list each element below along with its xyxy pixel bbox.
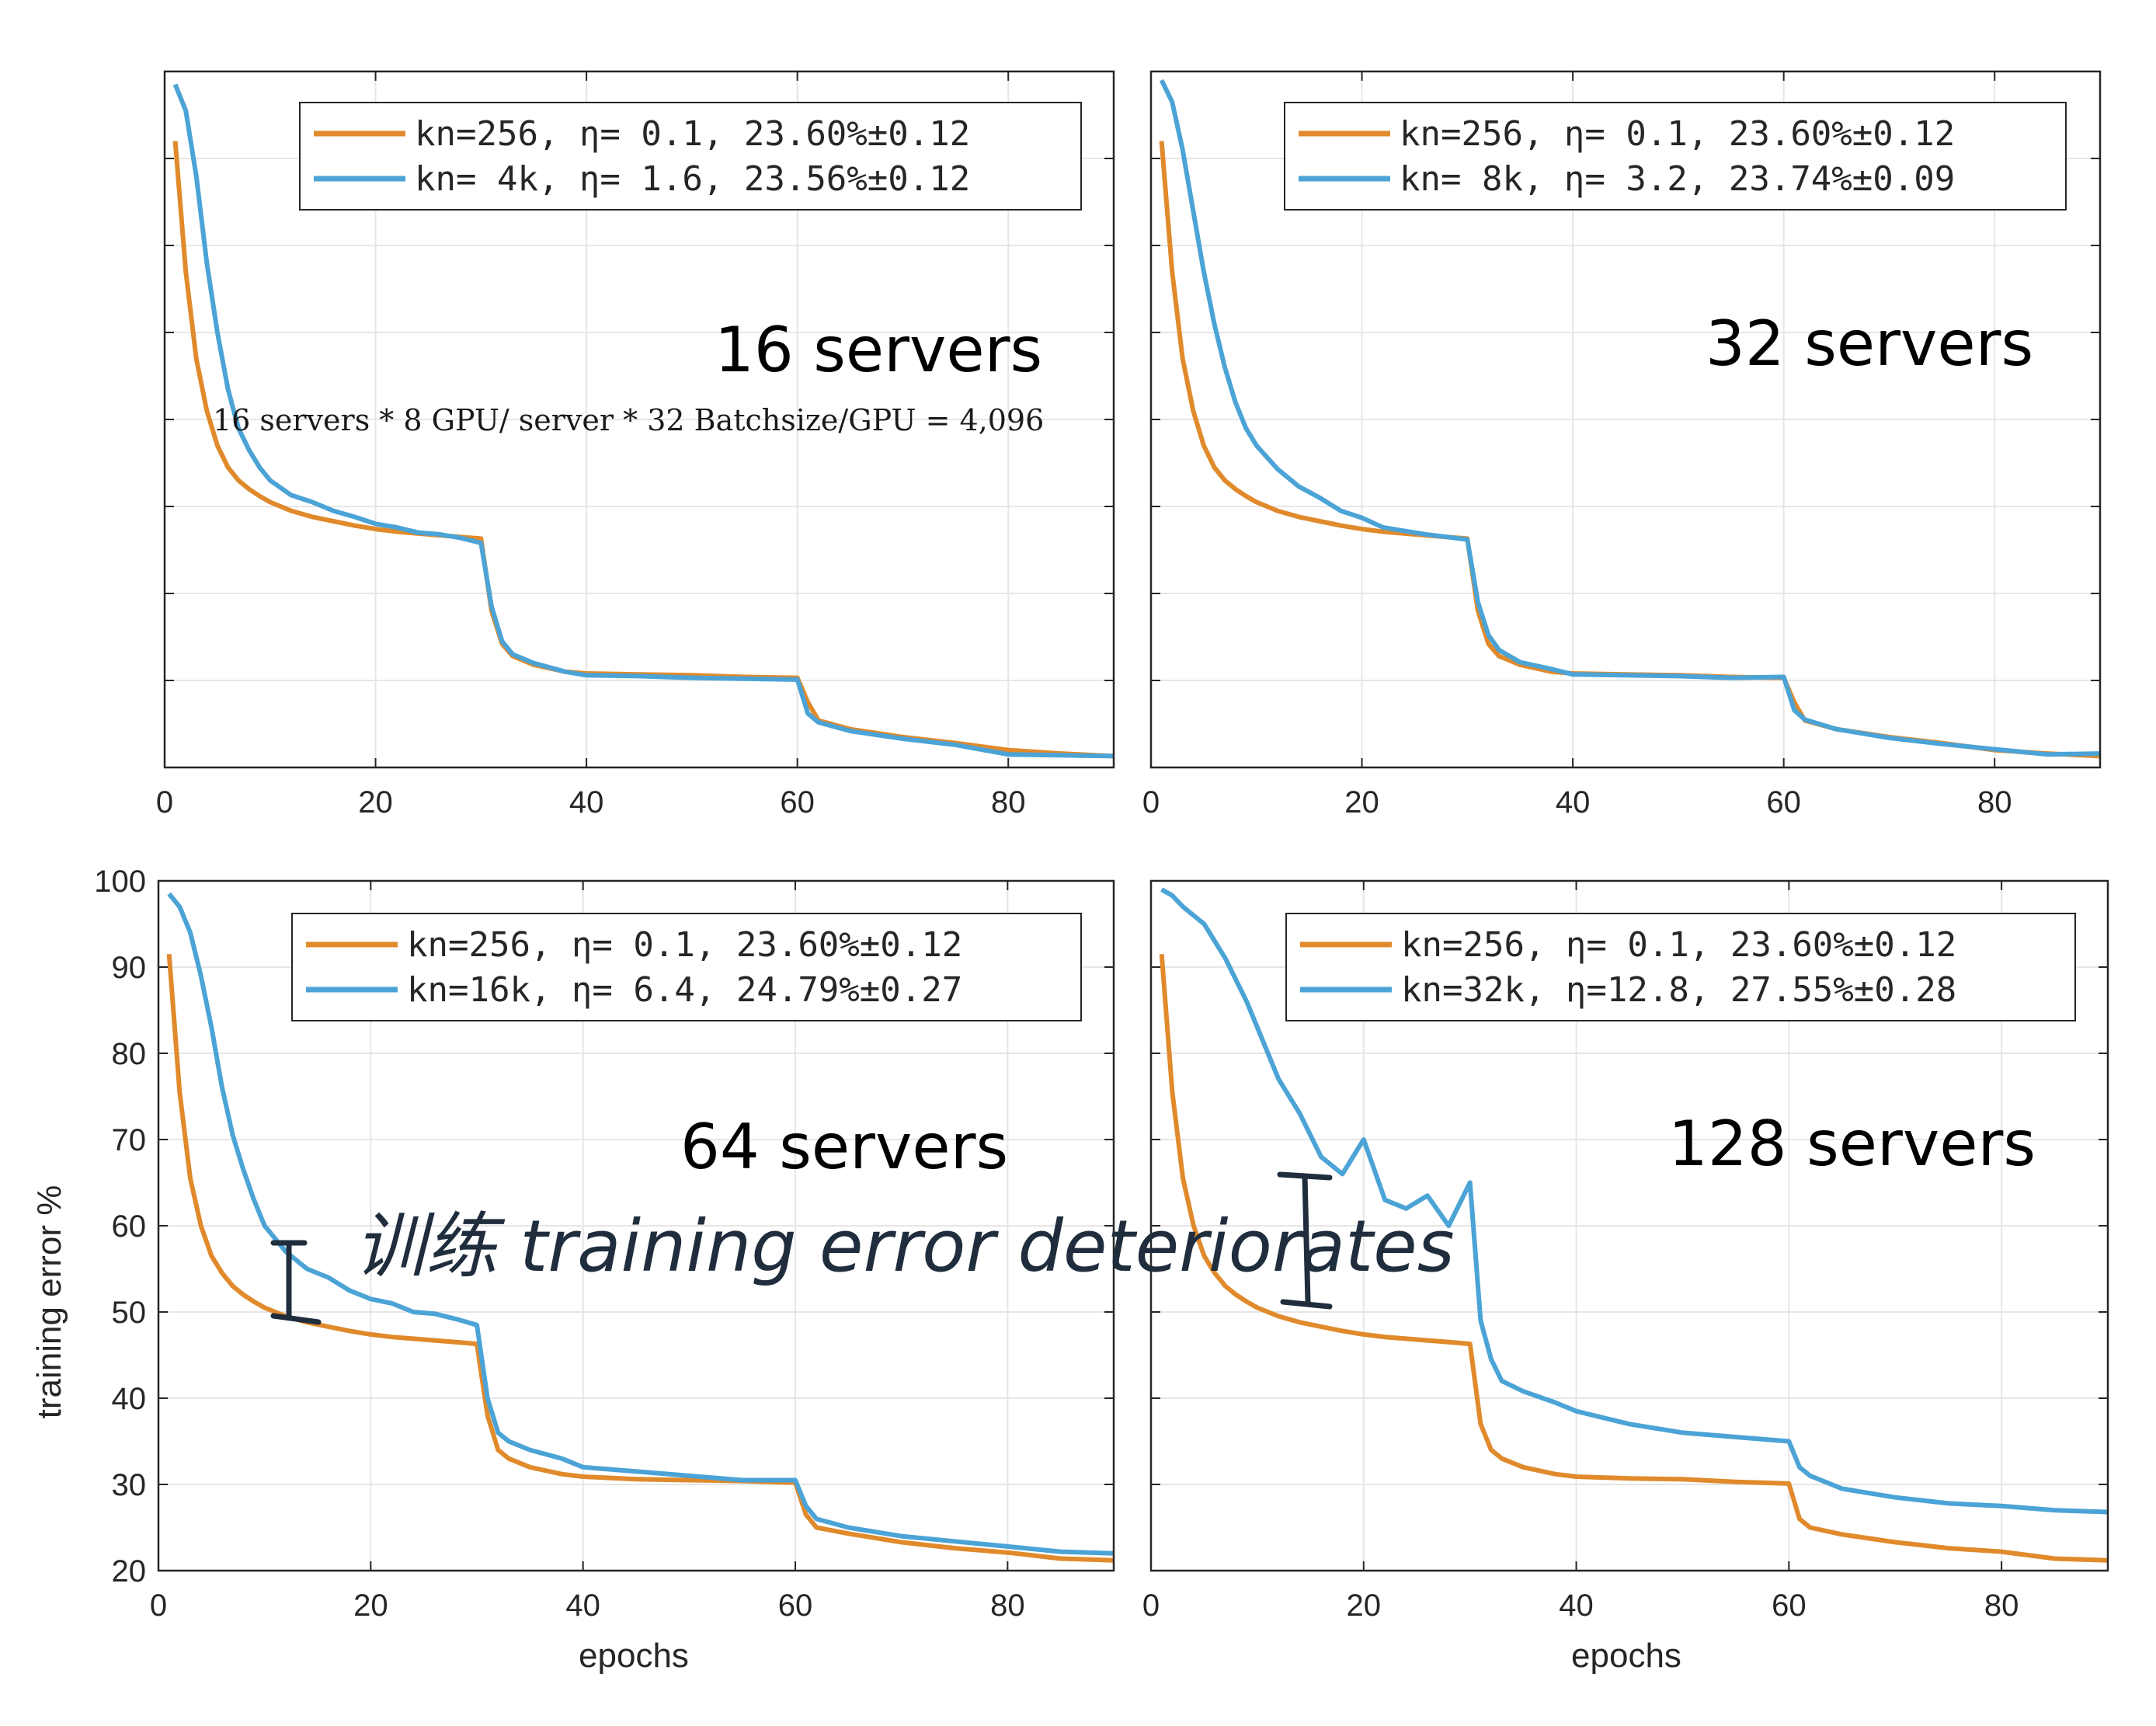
legend-box [1285, 913, 2076, 1021]
y-tick-label: 90 [112, 951, 147, 985]
panel-label-32: 32 servers [1706, 308, 2033, 380]
series-line-blue [1160, 887, 2109, 1515]
legend-box [299, 102, 1082, 211]
plot-frame [163, 70, 1115, 769]
x-tick-label: 40 [565, 1589, 600, 1623]
y-tick-label: 100 [94, 865, 146, 899]
x-tick-label: 40 [569, 785, 604, 820]
legend-box [291, 913, 1082, 1021]
x-tick-label: 60 [778, 1589, 813, 1623]
y-tick-label: 60 [112, 1209, 147, 1244]
x-axis-title-right: epochs [1571, 1637, 1681, 1675]
series-line-orange [166, 954, 1115, 1563]
y-tick-label: 20 [112, 1554, 147, 1589]
legend-label: kn=32k, η=12.8, 27.55%±0.28 [1401, 970, 1956, 1010]
y-tick-label: 80 [112, 1037, 147, 1071]
panel-label-64: 64 servers [680, 1111, 1008, 1183]
x-tick-label: 0 [1142, 785, 1160, 820]
x-tick-label: 20 [358, 785, 393, 820]
x-tick-label: 40 [1559, 1589, 1594, 1623]
legend-label: kn= 4k, η= 1.6, 23.56%±0.12 [415, 159, 970, 199]
plot-frame [157, 879, 1115, 1572]
x-tick-label: 0 [156, 785, 173, 820]
x-tick-label: 20 [1347, 1589, 1382, 1623]
x-tick-label: 20 [353, 1589, 388, 1623]
panel-32-servers: 0 20 40 60 80 kn=256, η= 0.1, 23.60%±0.12 kn= … [1142, 70, 2102, 820]
y-tick-label: 50 [112, 1296, 147, 1330]
x-tick-label: 60 [1772, 1589, 1807, 1623]
y-tick-label: 30 [112, 1468, 147, 1502]
x-tick-label: 80 [991, 785, 1026, 820]
x-tick-label: 0 [150, 1589, 167, 1623]
x-tick-label: 40 [1556, 785, 1591, 820]
panel-16-servers: 0 20 40 60 80 kn=256, η= 0.1, 23.60%±0.12 kn= … [156, 70, 1115, 820]
x-tick-label: 80 [1984, 1589, 2019, 1623]
plot-frame [1149, 70, 2102, 769]
legend-label: kn=256, η= 0.1, 23.60%±0.12 [1401, 925, 1956, 965]
series-line-blue [172, 83, 1115, 759]
x-axis-title-left: epochs [579, 1637, 689, 1675]
gap-bracket-left [270, 1240, 322, 1325]
legend-label: kn=256, η= 0.1, 23.60%±0.12 [415, 114, 970, 154]
y-tick-label: 70 [112, 1123, 147, 1157]
x-tick-label: 0 [1142, 1589, 1160, 1623]
legend-label: kn=256, η= 0.1, 23.60%±0.12 [407, 925, 962, 965]
legend-label: kn=16k, η= 6.4, 24.79%±0.27 [407, 970, 962, 1010]
legend-label: kn=256, η= 0.1, 23.60%±0.12 [1400, 114, 1955, 154]
x-tick-label: 80 [1977, 785, 2012, 820]
y-tick-label: 40 [112, 1382, 147, 1416]
legend-label: kn= 8k, η= 3.2, 23.74%±0.09 [1400, 159, 1955, 199]
series-line-blue [1159, 78, 2101, 757]
x-tick-label: 60 [780, 785, 815, 820]
x-tick-label: 60 [1766, 785, 1801, 820]
panel-128-servers: 0 20 40 60 80 kn=256, η= 0.1, 23.60%±0.12 kn=3… [1142, 879, 2109, 1623]
plot-frame [1149, 879, 2109, 1572]
handwritten-text: 训练 training error deteriorates [354, 1205, 1455, 1288]
x-tick-label: 80 [990, 1589, 1025, 1623]
legend-box [1284, 102, 2067, 211]
gap-bracket-right [1277, 1171, 1333, 1310]
batch-size-note: 16 servers * 8 GPU/ server * 32 Batchsiz… [213, 403, 1044, 437]
series-line-blue [167, 892, 1115, 1556]
series-line-orange [1159, 954, 2109, 1563]
x-tick-label: 20 [1344, 785, 1379, 820]
y-axis-title: training error % [30, 1185, 68, 1419]
panel-label-128: 128 servers [1668, 1108, 2036, 1180]
handwritten-annotation: 训练 training error deteriorates [270, 1171, 1455, 1325]
series-line-orange [172, 141, 1115, 759]
panel-label-16: 16 servers [715, 314, 1042, 386]
